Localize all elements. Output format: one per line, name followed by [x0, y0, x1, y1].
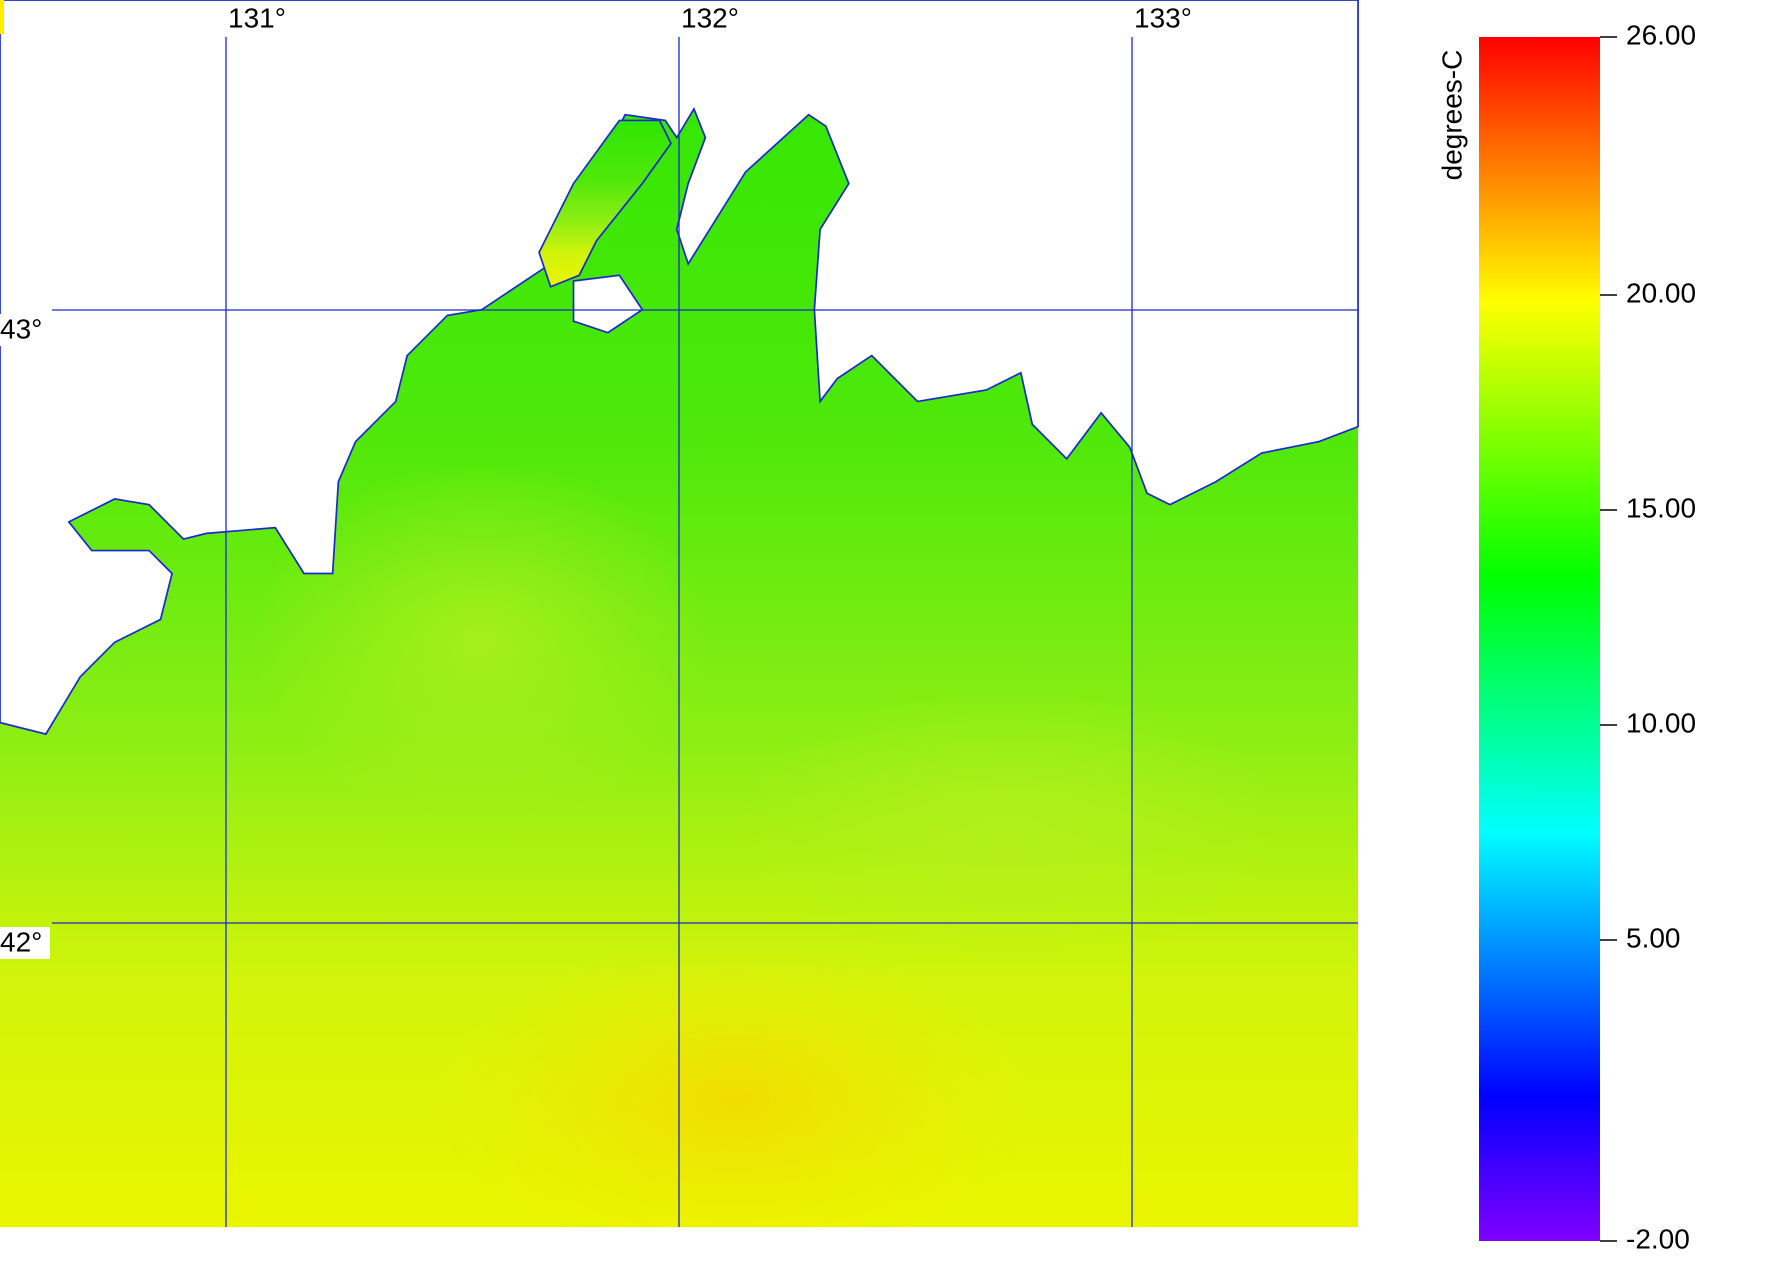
colorbar-label: degrees-C	[1436, 50, 1467, 181]
lon-label: 133°	[1134, 2, 1192, 33]
island	[572, 274, 644, 334]
land	[0, 0, 1359, 736]
lat-label: 42°	[0, 926, 42, 957]
warm-patch	[435, 940, 1033, 1262]
map-margin	[0, 1227, 1359, 1262]
graticule: 131° 132° 133° 43° 42°	[0, 2, 1358, 1227]
colorbar-tick-label: 20.00	[1626, 277, 1696, 308]
colorbar-tick-label: 10.00	[1626, 707, 1696, 738]
colorbar-tick-label: -2.00	[1626, 1223, 1690, 1254]
lon-label: 131°	[228, 2, 286, 33]
warm-patch	[734, 688, 1285, 964]
lat-label: 43°	[0, 313, 42, 344]
lon-label: 132°	[681, 2, 739, 33]
lat-label-bg	[0, 314, 50, 346]
colorbar-tick-label: 15.00	[1626, 492, 1696, 523]
colorbar-tick-label: 26.00	[1626, 19, 1696, 50]
bay	[538, 119, 672, 288]
lat-label-bg	[0, 927, 50, 959]
warm-patch	[252, 458, 712, 826]
corner-marker	[0, 0, 4, 34]
colorbar	[1479, 37, 1600, 1241]
colorbar-tick-label: 5.00	[1626, 922, 1681, 953]
